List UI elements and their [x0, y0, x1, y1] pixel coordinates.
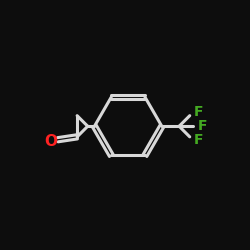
Text: F: F: [198, 119, 207, 133]
Text: F: F: [194, 106, 204, 120]
Text: F: F: [194, 133, 204, 147]
Text: O: O: [44, 134, 57, 149]
